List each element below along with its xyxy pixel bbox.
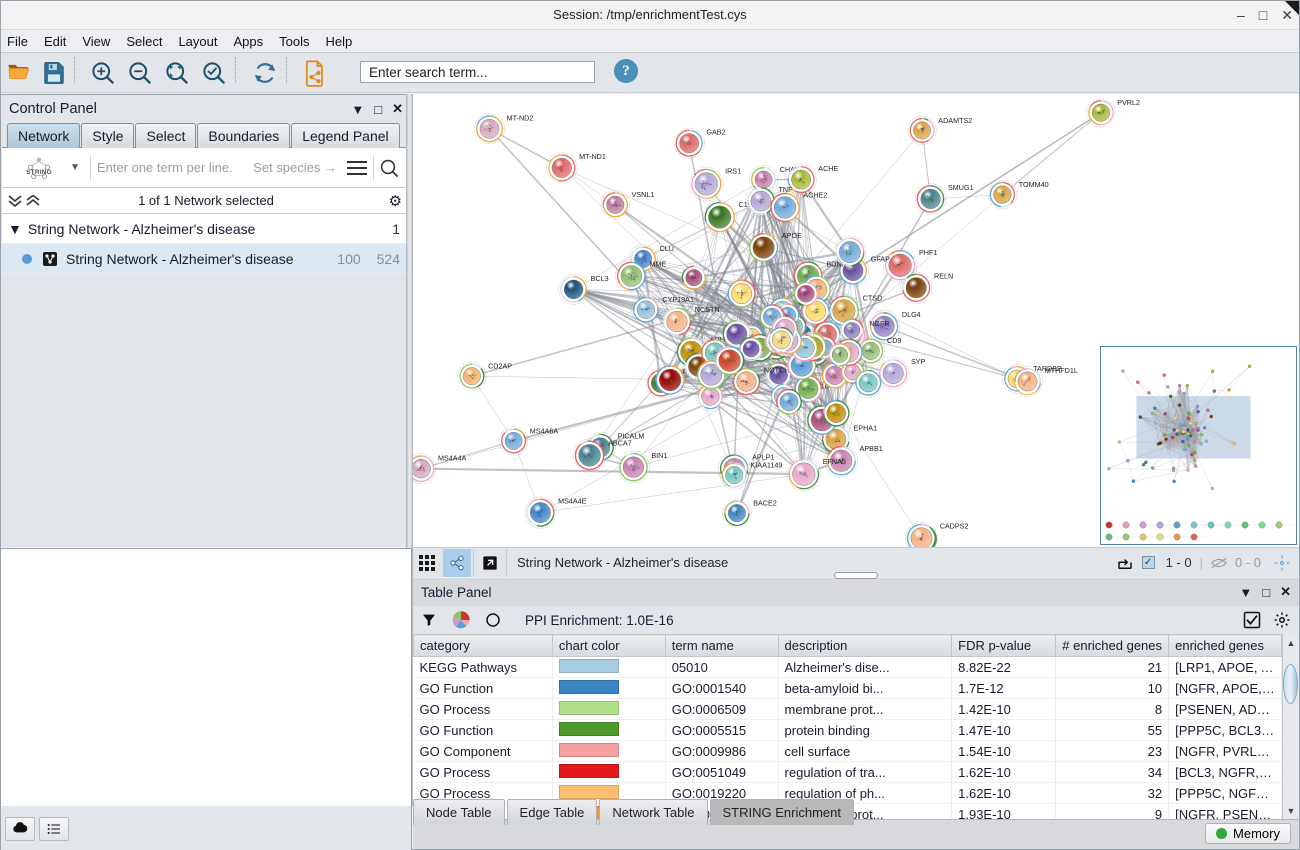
svg-text:NGFR: NGFR: [869, 319, 889, 328]
svg-text:BACE2: BACE2: [753, 498, 777, 507]
svg-text:MS4A6A: MS4A6A: [530, 426, 559, 435]
svg-text:CYP19A1: CYP19A1: [662, 295, 694, 304]
svg-text:CD9: CD9: [887, 336, 901, 345]
svg-text:ABCA7: ABCA7: [608, 438, 632, 447]
svg-text:MS4A4E: MS4A4E: [558, 497, 587, 506]
svg-text:RELN: RELN: [934, 272, 953, 281]
svg-text:MTHFD1L: MTHFD1L: [1045, 366, 1078, 375]
svg-text:GFAP: GFAP: [871, 255, 890, 264]
svg-text:APBB1: APBB1: [860, 444, 883, 453]
svg-text:APOE: APOE: [782, 231, 802, 240]
svg-text:BCL3: BCL3: [591, 274, 609, 283]
svg-text:CLU: CLU: [660, 244, 674, 253]
svg-text:VSNL1: VSNL1: [632, 190, 655, 199]
svg-text:PHF1: PHF1: [919, 248, 937, 257]
svg-text:EPHA1: EPHA1: [854, 423, 878, 432]
svg-text:DLG4: DLG4: [902, 310, 921, 319]
svg-text:MT-ND2: MT-ND2: [507, 113, 534, 122]
svg-text:KIAA1149: KIAA1149: [751, 460, 783, 469]
svg-text:ADAMTS2: ADAMTS2: [938, 116, 972, 125]
svg-text:IRS1: IRS1: [725, 167, 741, 176]
svg-text:BIN1: BIN1: [651, 451, 667, 460]
svg-text:NCSTN: NCSTN: [695, 305, 720, 314]
svg-text:TOMM40: TOMM40: [1019, 180, 1049, 189]
svg-text:EFNA5: EFNA5: [823, 457, 846, 466]
svg-text:GAB2: GAB2: [706, 128, 725, 137]
svg-text:SYP: SYP: [911, 357, 926, 366]
svg-text:MS4A4A: MS4A4A: [438, 453, 467, 462]
svg-text:PVRL2: PVRL2: [1117, 98, 1140, 107]
svg-text:ACHE: ACHE: [818, 164, 838, 173]
svg-text:CD2AP: CD2AP: [488, 362, 512, 371]
svg-text:ACHE2: ACHE2: [803, 191, 827, 200]
svg-text:CTSD: CTSD: [863, 294, 883, 303]
svg-text:MT-ND1: MT-ND1: [579, 152, 606, 161]
svg-text:CADPS2: CADPS2: [940, 522, 969, 531]
svg-text:SMUG1: SMUG1: [948, 183, 974, 192]
svg-text:MME: MME: [649, 260, 666, 269]
